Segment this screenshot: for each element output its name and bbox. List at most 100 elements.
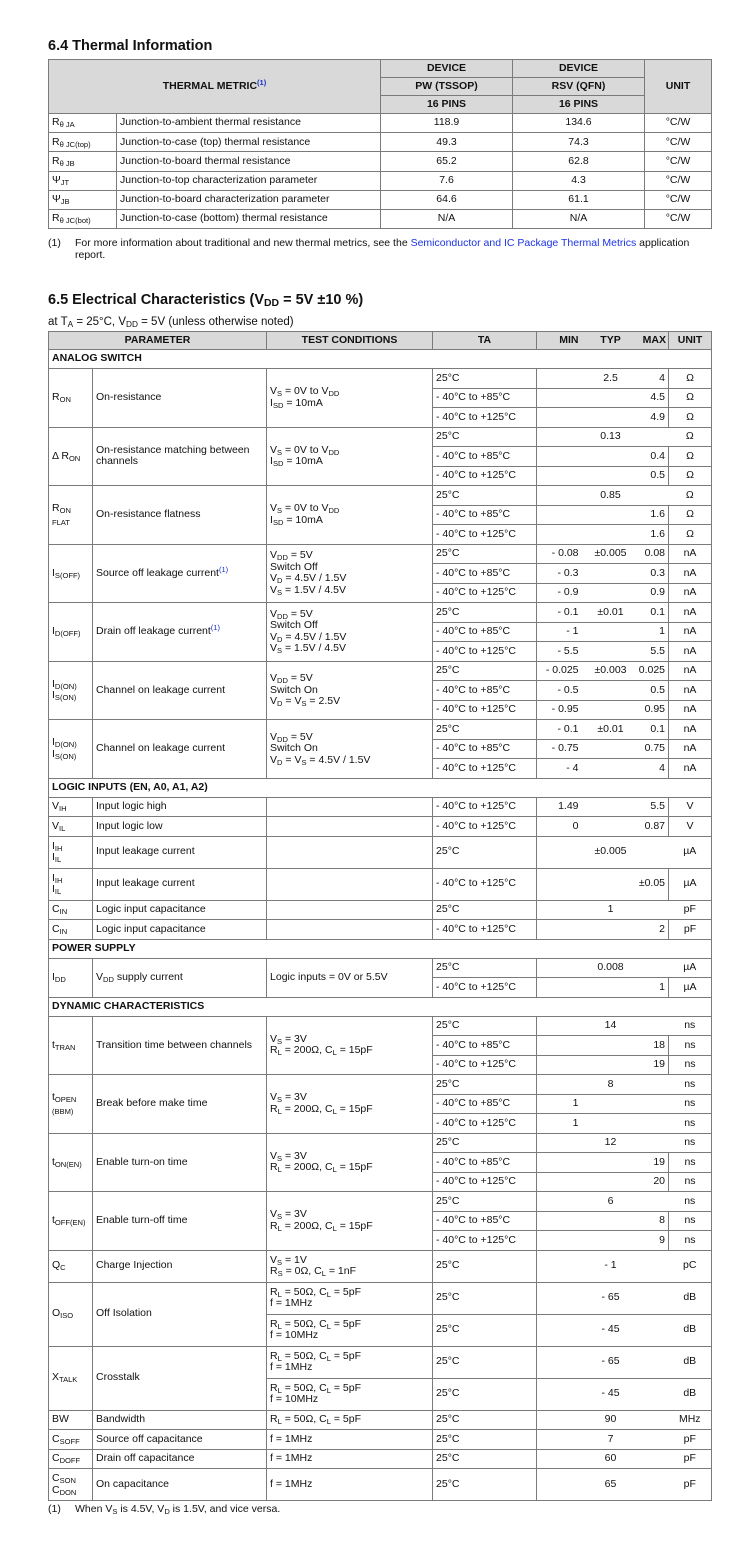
table-row: - 40°C to +125°C 19 ns: [49, 1054, 713, 1075]
unit-cell: Ω: [668, 465, 713, 486]
ta-cell: - 40°C to +85°C: [432, 1035, 538, 1056]
table-row: - 40°C to +125°C - 0.95 0.95 nA: [49, 699, 713, 720]
typ-cell: 12: [586, 1132, 635, 1153]
ta-cell: 25°C: [432, 1448, 538, 1469]
typ-cell: 6: [586, 1191, 635, 1212]
unit-cell: ns: [668, 1191, 713, 1212]
table-row: RL = 50Ω, CL = 5pF f = 10MHz 25°C - 45 dB: [49, 1313, 713, 1347]
table-row: ID(ON) IS(ON) Channel on leakage current VD…: [48, 719, 713, 779]
test-conditions-cell: VDD = 5V Switch Off VD = 4.5V / 1.5V VS = 1…: [266, 602, 434, 662]
typ-cell: ±0.01: [586, 602, 635, 623]
thermal-row: Rθ JA Junction-to-ambient thermal resista…: [48, 112, 713, 134]
min-cell: [536, 1015, 587, 1036]
ta-cell: 25°C: [432, 368, 538, 389]
symbol-cell: RON FLAT: [48, 485, 93, 545]
min-cell: [536, 957, 587, 978]
test-conditions-cell: [266, 835, 434, 869]
symbol-cell: VIL: [48, 816, 93, 837]
ta-cell: 25°C: [432, 1345, 538, 1379]
thermal-metrics-link[interactable]: Semiconductor and IC Package Thermal Met…: [410, 237, 637, 249]
typ-cell: 8: [586, 1074, 635, 1095]
typ-cell: - 1: [586, 1249, 635, 1283]
ta-cell: 25°C: [432, 543, 538, 564]
table-row: - 40°C to +125°C - 4 4 nA: [49, 758, 713, 779]
table-row: tTRAN Transition time between channels VS …: [48, 1015, 713, 1075]
unit-cell: ns: [668, 1152, 713, 1173]
typ-cell: 0.85: [586, 485, 635, 506]
max-cell: [634, 485, 669, 506]
typ-cell: [586, 1230, 635, 1251]
min-cell: - 4: [536, 758, 587, 779]
table-row: RON On-resistance VS = 0V to VDD ISD = 10mA…: [48, 368, 713, 428]
max-cell: 18: [634, 1035, 670, 1056]
max-cell: [634, 1093, 669, 1114]
section-label: POWER SUPPLY: [47, 938, 713, 959]
symbol-cell: tTRAN: [48, 1015, 93, 1075]
min-cell: - 0.5: [536, 680, 587, 701]
package-header: PW (TSSOP): [380, 77, 514, 96]
unit-cell: °C/W: [644, 208, 713, 230]
symbol-cell: IIH IIL: [48, 835, 93, 869]
device-header: DEVICE: [380, 59, 514, 78]
test-conditions-cell: f = 1MHz: [266, 1468, 434, 1501]
symbol-cell: Δ RON: [48, 426, 93, 486]
min-cell: [536, 368, 587, 389]
test-conditions-cell: VS = 3V RL = 200Ω, CL = 15pF: [266, 1191, 434, 1251]
typ-cell: [586, 387, 635, 408]
max-cell: 0.9: [634, 582, 670, 603]
typ-cell: - 65: [586, 1345, 635, 1379]
table-row: IDD VDD supply current Logic inputs = 0V o…: [48, 957, 713, 998]
rsv-value-cell: 61.1: [512, 189, 646, 210]
unit-cell: nA: [668, 563, 713, 584]
electrical-conditions-note: at TA = 25°C, VDD = 5V (unless otherwise…: [48, 316, 294, 329]
max-cell: [634, 1191, 669, 1212]
max-cell: [634, 1281, 669, 1315]
min-cell: [536, 1409, 587, 1430]
thermal-footnote: (1) For more information about traditiona…: [48, 237, 708, 261]
max-cell: 19: [634, 1054, 670, 1075]
unit-cell: ns: [668, 1015, 713, 1036]
parameter-cell: Logic input capacitance: [91, 899, 268, 920]
table-row: - 40°C to +85°C 18 ns: [49, 1035, 713, 1056]
typ-cell: 2.5: [586, 368, 635, 389]
typ-cell: - 65: [586, 1281, 635, 1315]
max-cell: 1: [634, 621, 670, 642]
max-cell: [634, 1249, 669, 1283]
max-cell: [634, 899, 669, 920]
symbol-cell: XTALK: [48, 1345, 93, 1411]
table-row: IIH IIL Input leakage current 25°C ±0.005 µA: [48, 835, 713, 869]
min-cell: [536, 1249, 587, 1283]
description-cell: Junction-to-case (bottom) thermal resist…: [115, 208, 382, 230]
unit-cell: nA: [668, 543, 713, 564]
table-row: Δ RON On-resistance matching between chann…: [48, 426, 713, 486]
min-cell: [536, 524, 587, 545]
rsv-value-cell: 4.3: [512, 170, 646, 191]
min-cell: [536, 1468, 587, 1501]
parameter-cell: Enable turn-on time: [91, 1132, 268, 1192]
typ-cell: [586, 699, 635, 720]
unit-cell: Ω: [668, 387, 713, 408]
unit-cell: Ω: [668, 368, 713, 389]
min-cell: - 5.5: [536, 641, 587, 662]
test-conditions-cell: Logic inputs = 0V or 5.5V: [266, 957, 434, 998]
typ-cell: 7: [586, 1429, 635, 1450]
test-conditions-cell: [266, 899, 434, 920]
max-cell: [634, 1074, 669, 1095]
footnote-number: (1): [48, 237, 61, 249]
table-row: CDOFF Drain off capacitance f = 1MHz 25°C 60…: [48, 1448, 713, 1469]
unit-cell: µA: [668, 835, 713, 869]
ta-cell: - 40°C to +125°C: [432, 641, 538, 662]
max-cell: 1.6: [634, 504, 670, 525]
table-row: - 40°C to +125°C 1 µA: [49, 977, 713, 998]
unit-cell: °C/W: [644, 151, 713, 172]
parameter-cell: On-resistance matching between channels: [91, 426, 268, 486]
parameter-cell: Drain off capacitance: [91, 1448, 268, 1469]
test-conditions-cell: RL = 50Ω, CL = 5pF: [266, 1409, 434, 1430]
ta-cell: 25°C: [432, 1191, 538, 1212]
table-row: QC Charge Injection VS = 1V RS = 0Ω, CL = 1…: [48, 1249, 713, 1283]
min-cell: - 0.08: [536, 543, 587, 564]
max-cell: [634, 1345, 669, 1379]
symbol-cell: ID(ON) IS(ON): [48, 660, 93, 720]
symbol-cell: tOPEN (BBM): [48, 1074, 93, 1134]
ta-cell: - 40°C to +125°C: [432, 919, 538, 940]
